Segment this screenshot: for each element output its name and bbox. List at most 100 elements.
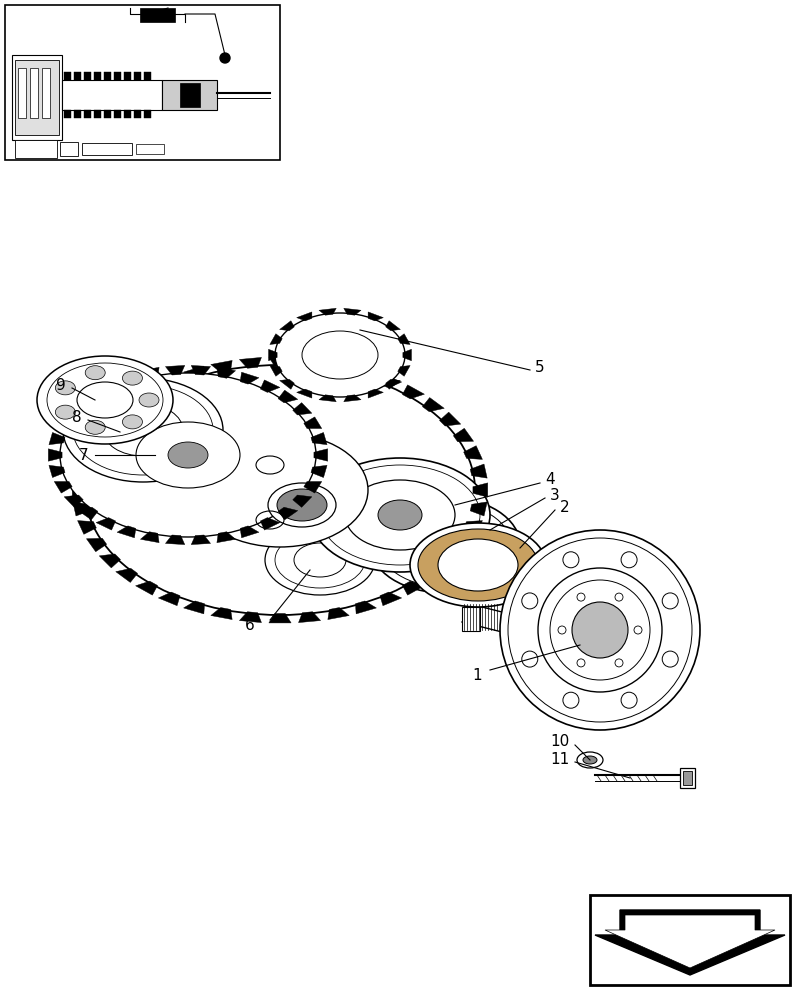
Ellipse shape bbox=[47, 363, 163, 437]
Polygon shape bbox=[380, 592, 402, 606]
Ellipse shape bbox=[615, 659, 623, 667]
Ellipse shape bbox=[123, 371, 142, 385]
Polygon shape bbox=[78, 521, 96, 534]
Polygon shape bbox=[470, 464, 487, 478]
Ellipse shape bbox=[139, 393, 159, 407]
Ellipse shape bbox=[418, 529, 538, 601]
Text: 4: 4 bbox=[545, 473, 554, 488]
Polygon shape bbox=[73, 502, 90, 516]
Polygon shape bbox=[311, 432, 327, 445]
Bar bbox=[15, 60, 59, 135]
Polygon shape bbox=[328, 360, 349, 372]
Ellipse shape bbox=[409, 521, 481, 569]
Ellipse shape bbox=[550, 580, 650, 680]
Polygon shape bbox=[239, 612, 262, 623]
Ellipse shape bbox=[508, 538, 692, 722]
Polygon shape bbox=[343, 395, 361, 402]
Bar bbox=[162, 80, 217, 110]
Polygon shape bbox=[270, 366, 282, 376]
Ellipse shape bbox=[265, 525, 375, 595]
Bar bbox=[30, 68, 38, 118]
Ellipse shape bbox=[370, 497, 520, 593]
Polygon shape bbox=[297, 389, 312, 398]
Polygon shape bbox=[314, 449, 328, 461]
Polygon shape bbox=[605, 915, 775, 968]
Polygon shape bbox=[78, 446, 96, 459]
Ellipse shape bbox=[634, 626, 642, 634]
Bar bbox=[683, 771, 692, 785]
Text: 2: 2 bbox=[560, 499, 570, 514]
Polygon shape bbox=[99, 412, 120, 426]
Bar bbox=[42, 68, 50, 118]
Polygon shape bbox=[385, 379, 401, 389]
Polygon shape bbox=[453, 538, 473, 552]
Polygon shape bbox=[141, 367, 159, 378]
Polygon shape bbox=[158, 592, 180, 606]
Bar bbox=[180, 83, 200, 107]
Polygon shape bbox=[73, 464, 90, 478]
Text: 9: 9 bbox=[57, 377, 66, 392]
Bar bbox=[124, 110, 131, 118]
Ellipse shape bbox=[73, 385, 213, 475]
Polygon shape bbox=[54, 482, 72, 493]
Polygon shape bbox=[319, 395, 336, 402]
Bar bbox=[12, 55, 62, 140]
Polygon shape bbox=[385, 321, 401, 331]
Text: 5: 5 bbox=[535, 360, 545, 375]
Ellipse shape bbox=[663, 593, 678, 609]
Polygon shape bbox=[141, 532, 159, 543]
Polygon shape bbox=[48, 449, 62, 461]
Bar bbox=[62, 80, 162, 110]
Polygon shape bbox=[269, 357, 291, 367]
Ellipse shape bbox=[85, 365, 475, 615]
Polygon shape bbox=[217, 532, 236, 543]
Polygon shape bbox=[78, 390, 98, 403]
Polygon shape bbox=[183, 601, 204, 614]
Polygon shape bbox=[298, 612, 321, 623]
Bar bbox=[94, 72, 101, 80]
Bar bbox=[15, 140, 57, 158]
Polygon shape bbox=[116, 568, 137, 582]
Polygon shape bbox=[183, 366, 204, 379]
Polygon shape bbox=[304, 482, 322, 493]
Bar bbox=[114, 110, 121, 118]
Ellipse shape bbox=[577, 752, 603, 768]
Text: 11: 11 bbox=[551, 752, 570, 768]
Ellipse shape bbox=[103, 404, 183, 456]
Ellipse shape bbox=[294, 543, 346, 577]
Polygon shape bbox=[464, 446, 482, 459]
Polygon shape bbox=[72, 483, 87, 497]
Polygon shape bbox=[398, 366, 410, 376]
Bar bbox=[84, 110, 91, 118]
Polygon shape bbox=[470, 502, 487, 516]
Bar bbox=[5, 5, 280, 160]
Polygon shape bbox=[117, 526, 136, 538]
Ellipse shape bbox=[275, 532, 365, 588]
Ellipse shape bbox=[500, 530, 700, 730]
Polygon shape bbox=[166, 365, 185, 375]
Ellipse shape bbox=[538, 568, 662, 692]
Polygon shape bbox=[86, 538, 107, 552]
Ellipse shape bbox=[522, 651, 538, 667]
Polygon shape bbox=[356, 366, 377, 379]
Bar bbox=[124, 72, 131, 80]
Circle shape bbox=[220, 53, 230, 63]
Bar bbox=[136, 144, 164, 154]
Ellipse shape bbox=[268, 483, 336, 527]
Polygon shape bbox=[292, 495, 312, 507]
Polygon shape bbox=[116, 398, 137, 412]
Polygon shape bbox=[136, 385, 158, 399]
Text: 3: 3 bbox=[550, 488, 560, 502]
Polygon shape bbox=[368, 312, 383, 321]
Polygon shape bbox=[328, 608, 349, 620]
Polygon shape bbox=[239, 357, 262, 368]
Polygon shape bbox=[440, 412, 461, 426]
Polygon shape bbox=[270, 334, 282, 344]
Polygon shape bbox=[356, 601, 377, 614]
Ellipse shape bbox=[60, 373, 316, 537]
Polygon shape bbox=[297, 312, 312, 321]
Ellipse shape bbox=[168, 442, 208, 468]
Polygon shape bbox=[464, 521, 482, 534]
Ellipse shape bbox=[37, 356, 173, 444]
Bar bbox=[82, 143, 132, 155]
